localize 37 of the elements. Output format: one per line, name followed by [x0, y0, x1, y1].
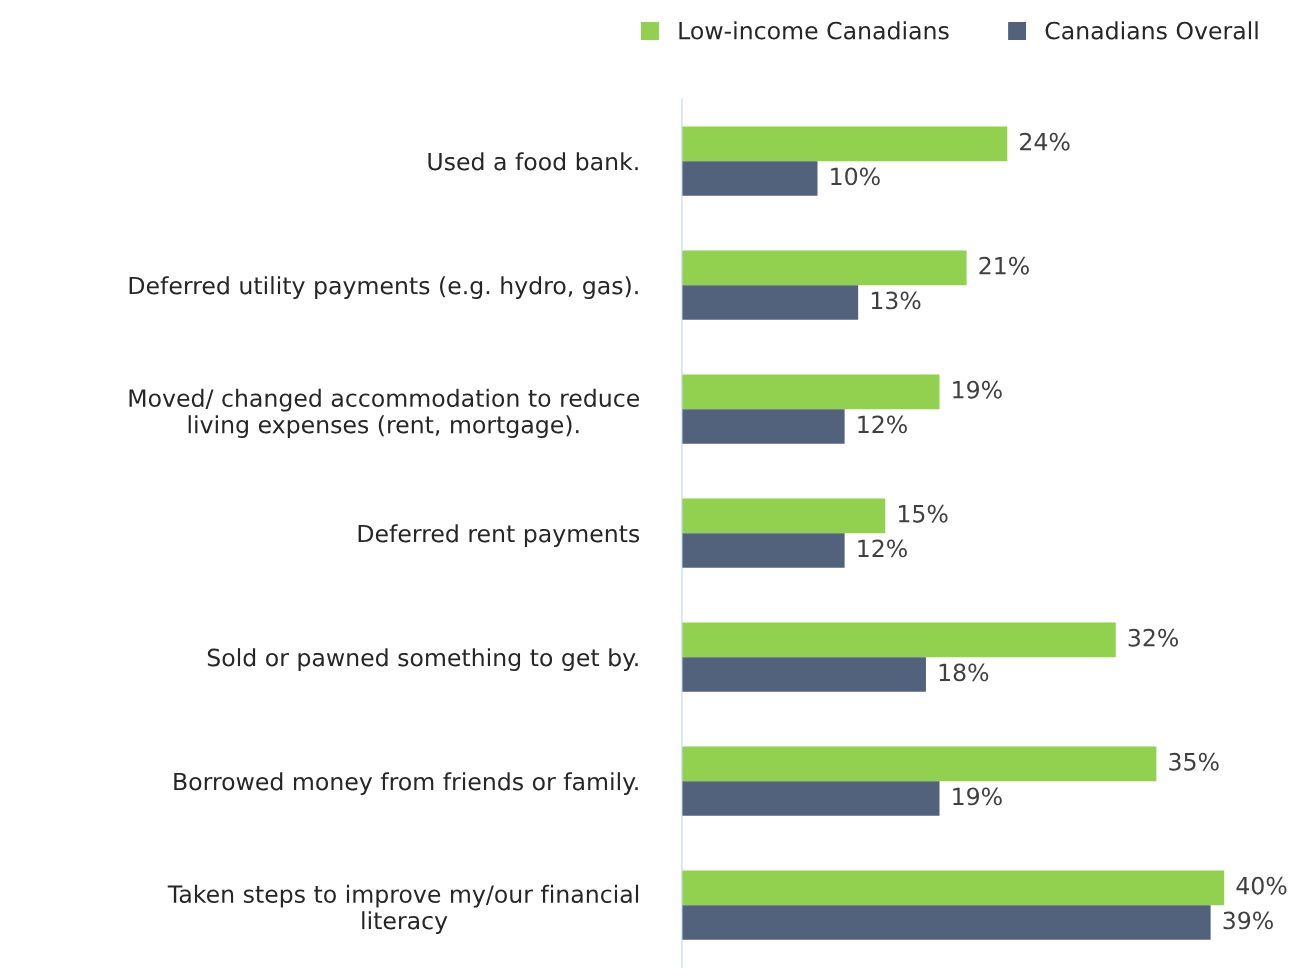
bar	[681, 870, 1225, 906]
bar	[681, 161, 818, 196]
y-tick-label: Deferred rent payments	[358, 524, 640, 548]
bar	[681, 285, 859, 320]
data-label: 12%	[858, 415, 907, 434]
bar	[681, 746, 1157, 782]
y-tick-label: Used a food bank.	[428, 152, 638, 171]
data-label: 12%	[858, 539, 907, 558]
y-tick-label: Sold or pawned something to get by.	[207, 648, 638, 672]
data-label: 10%	[831, 167, 880, 186]
bar	[681, 409, 845, 444]
data-label: 19%	[953, 380, 1002, 399]
data-label: 13%	[871, 291, 921, 310]
bar	[681, 622, 1116, 658]
bar	[681, 498, 886, 534]
y-tick-label: Taken steps to improve my/our financial literacy	[167, 884, 639, 935]
legend-label: Low-income Canadians	[679, 21, 949, 40]
y-tick-label: Deferred utility payments (e.g. hydro, gas).	[129, 276, 638, 300]
data-label: 18%	[939, 663, 989, 682]
y-tick-label: Moved/ changed accommodation to reduce living expenses (rent, mortgage).	[129, 388, 639, 439]
y-tick-label: Borrowed money from friends or family.	[174, 772, 638, 796]
data-label: 21%	[979, 256, 1029, 275]
data-label: 35%	[1169, 752, 1219, 771]
bar	[681, 533, 845, 568]
bar	[681, 781, 940, 816]
data-label: 40%	[1236, 876, 1287, 895]
data-label: 24%	[1020, 132, 1070, 151]
data-label: 19%	[953, 787, 1002, 806]
bar	[681, 905, 1211, 940]
legend-label: Canadians Overall	[1045, 21, 1258, 40]
data-label: 15%	[898, 504, 948, 523]
bar	[681, 657, 926, 692]
bar	[681, 126, 1008, 162]
bar	[681, 250, 967, 286]
bar	[681, 374, 940, 410]
data-label: 39%	[1223, 911, 1273, 930]
data-label: 32%	[1128, 628, 1179, 647]
